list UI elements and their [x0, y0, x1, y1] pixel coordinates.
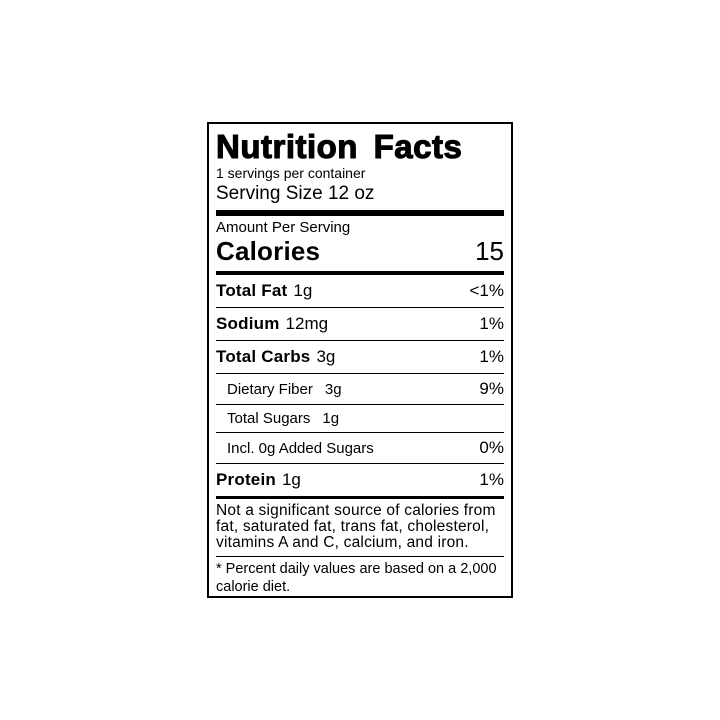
nutrient-amount: 1g [322, 410, 340, 428]
nutrient-amount: 3g [316, 347, 336, 367]
nutrient-row: Total Carbs 3g 1% [216, 341, 504, 375]
nutrient-name: Incl. 0g Added Sugars [227, 440, 374, 458]
nutrient-row: Sodium 12mg 1% [216, 308, 504, 342]
nutrient-amount: 1g [281, 470, 301, 490]
nutrient-name: Dietary Fiber [227, 381, 313, 399]
nutrient-row: Protein 1g 1% [216, 464, 504, 496]
nutrient-name: Sodium [216, 314, 280, 334]
amount-per-serving: Amount Per Serving [216, 218, 351, 236]
nutrient-daily-value: 0% [479, 438, 504, 458]
nutrient-row: Incl. 0g Added Sugars 0% [216, 433, 504, 465]
footnote-percent-daily-values: * Percent daily values are based on a 2,… [216, 560, 497, 595]
nutrient-row: Dietary Fiber 3g 9% [216, 374, 504, 406]
nutrition-facts-label: Nutrition Facts 1 servings per container… [207, 122, 513, 598]
nutrient-row: Total Fat 1g <1% [216, 275, 505, 309]
nutrient-amount: 3g [324, 381, 342, 399]
servings-per-container: 1 servings per container [216, 164, 366, 181]
nutrient-daily-value: <1% [469, 281, 505, 301]
divider-footer [216, 496, 504, 500]
nutrient-rows: Total Fat 1g <1% Sodium 12mg 1% Total Ca… [216, 275, 504, 496]
nutrient-amount: 12mg [285, 314, 329, 334]
serving-size: Serving Size 12 oz [216, 183, 375, 205]
divider-medium-calories [216, 271, 504, 276]
nutrient-name: Protein [216, 470, 276, 490]
nutrient-name: Total Fat [216, 281, 288, 301]
calories-value: 15 [475, 236, 504, 267]
divider-thick-top [216, 209, 504, 216]
nutrient-daily-value: 9% [479, 379, 504, 399]
label-title: Nutrition Facts [215, 128, 463, 165]
nutrient-name: Total Sugars [227, 410, 311, 428]
nutrient-daily-value: 1% [479, 314, 504, 334]
nutrient-daily-value: 1% [479, 347, 504, 367]
nutrient-name: Total Carbs [216, 347, 311, 367]
nutrient-amount: 1g [293, 281, 313, 301]
nutrient-daily-value: 1% [479, 470, 504, 490]
calories-row: Calories 15 [216, 236, 504, 267]
divider-thin-footnote [216, 555, 504, 557]
footnote-insignificant: Not a significant source of calories fro… [216, 502, 496, 551]
nutrient-row: Total Sugars 1g [216, 405, 504, 434]
calories-label: Calories [216, 236, 321, 267]
